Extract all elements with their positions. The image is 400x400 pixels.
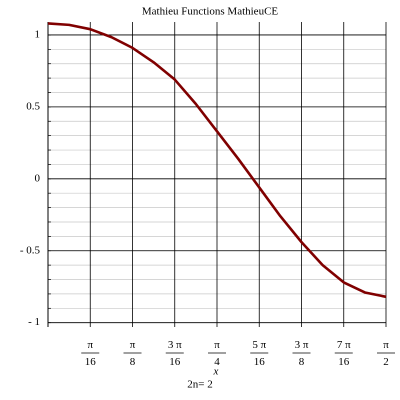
y-tick-label: 0	[35, 172, 41, 184]
tick-denominator: 8	[299, 356, 305, 368]
tick-numerator: π	[87, 339, 93, 351]
tick-denominator: 16	[254, 356, 266, 368]
tick-denominator: 16	[338, 356, 350, 368]
tick-numerator: 5 π	[252, 339, 266, 351]
x-tick-label: π 16	[85, 339, 97, 368]
chart-title: Mathieu Functions MathieuCE	[142, 6, 279, 18]
x-tick-label: 5 π 16	[252, 339, 266, 368]
curve	[47, 22, 387, 299]
tick-denominator: 16	[169, 356, 181, 368]
tick-denominator: 8	[130, 356, 136, 368]
tick-numerator: π	[214, 339, 220, 351]
y-tick-label: 1	[35, 28, 41, 40]
tick-numerator: π	[383, 339, 389, 351]
tick-numerator: 7 π	[337, 339, 351, 351]
tick-numerator: 3 π	[168, 339, 182, 351]
y-tick-label: - 0.5	[20, 244, 41, 256]
tick-denominator: 4	[214, 356, 220, 368]
annotation: 2n= 2	[187, 379, 212, 391]
x-axis-label: x	[213, 366, 219, 378]
x-tick-label: 3 π 16	[168, 339, 182, 368]
y-tick-label: - 1	[28, 316, 40, 328]
x-tick-label: 7 π 16	[337, 339, 351, 368]
tick-denominator: 2	[383, 356, 389, 368]
tick-numerator: 3 π	[295, 339, 309, 351]
tick-denominator: 16	[85, 356, 97, 368]
y-tick-label: 0.5	[26, 100, 40, 112]
tick-numerator: π	[130, 339, 136, 351]
